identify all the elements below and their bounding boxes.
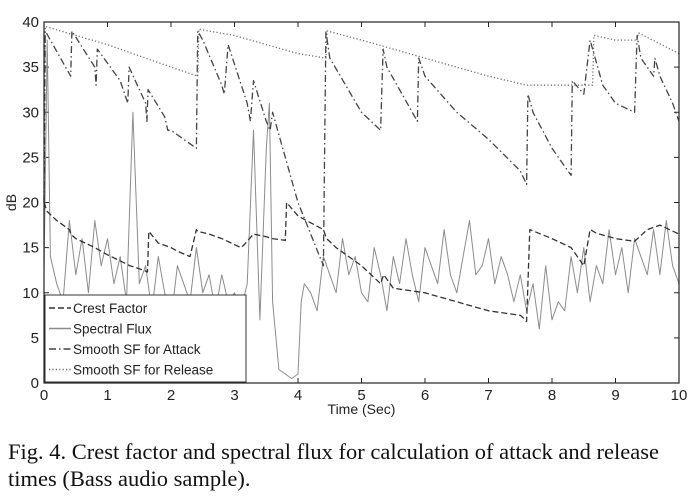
x-tick-label: 2 xyxy=(167,387,175,404)
x-tick-label: 3 xyxy=(230,387,238,404)
y-tick-label: 5 xyxy=(31,330,39,347)
x-tick-label: 6 xyxy=(421,387,429,404)
series-line-spectral-flux xyxy=(43,39,680,379)
y-tick-label: 20 xyxy=(22,195,39,212)
line-chart: 0 1 2 3 4 5 6 7 8 9 10 0 5 10 15 20 25 30 35 40 Time (Sec)… xyxy=(3,14,688,417)
x-tick-label: 4 xyxy=(294,387,302,404)
y-tick-labels: 0 5 10 15 20 25 30 35 40 xyxy=(22,14,39,392)
y-tick-label: 35 xyxy=(22,59,39,76)
x-tick-label: 10 xyxy=(671,387,688,404)
x-tick-label: 9 xyxy=(611,387,619,404)
x-tick-labels: 0 1 2 3 4 5 6 7 8 9 10 xyxy=(40,387,688,404)
legend-label: Smooth SF for Release xyxy=(73,363,213,378)
legend-label: Crest Factor xyxy=(73,301,148,316)
series-line-smooth-sf-for-attack xyxy=(43,30,680,267)
chart-series xyxy=(43,25,680,379)
chart-legend: Crest Factor Spectral Flux Smooth SF for A… xyxy=(44,294,247,383)
legend-label: Smooth SF for Attack xyxy=(73,342,201,357)
y-tick-label: 40 xyxy=(22,14,39,31)
y-tick-label: 0 xyxy=(31,375,39,392)
x-tick-label: 7 xyxy=(484,387,492,404)
x-tick-label: 1 xyxy=(103,387,111,404)
x-tick-label: 8 xyxy=(548,387,556,404)
figure-caption: Fig. 4. Crest factor and spectral flux f… xyxy=(8,439,659,491)
legend-label: Spectral Flux xyxy=(73,322,152,337)
y-axis-label: dB xyxy=(3,194,19,211)
x-tick-label: 5 xyxy=(357,387,365,404)
x-axis-label: Time (Sec) xyxy=(328,401,396,417)
x-tick-label: 0 xyxy=(40,387,48,404)
plot-frame xyxy=(43,21,680,384)
y-tick-label: 30 xyxy=(22,104,39,121)
legend-box xyxy=(44,294,247,383)
y-tick-label: 15 xyxy=(22,240,39,257)
y-tick-label: 25 xyxy=(22,149,39,166)
series-line-smooth-sf-for-release xyxy=(43,25,680,203)
y-tick-label: 10 xyxy=(22,285,39,302)
series-line-crest-factor xyxy=(43,201,680,323)
